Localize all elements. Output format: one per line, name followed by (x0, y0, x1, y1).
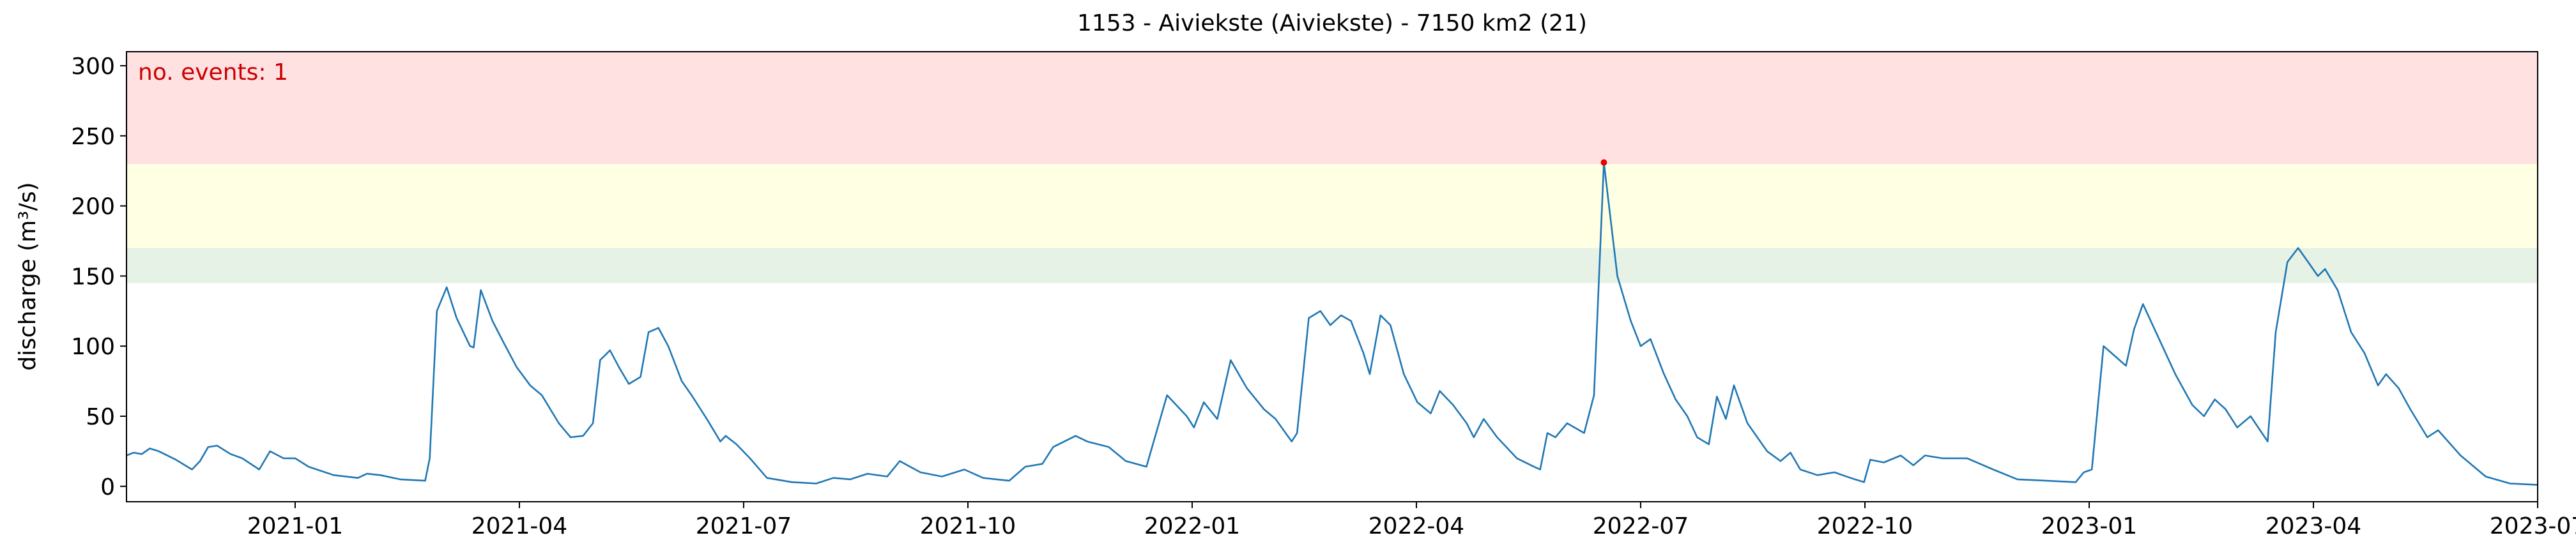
y-tick-label: 50 (86, 404, 115, 430)
chart-title: 1153 - Aiviekste (Aiviekste) - 7150 km2 … (1077, 10, 1587, 36)
event-count: no. events: 1 (138, 59, 288, 86)
x-tick-label: 2022-04 (1368, 513, 1464, 539)
x-tick-label: 2023-01 (2041, 513, 2137, 539)
event-marker (1600, 159, 1607, 166)
threshold-band (126, 52, 2538, 164)
y-tick-label: 150 (71, 264, 115, 290)
x-tick-label: 2021-04 (471, 513, 567, 539)
x-tick-label: 2022-01 (1144, 513, 1240, 539)
threshold-band (126, 163, 2538, 248)
x-tick-label: 2022-07 (1593, 513, 1689, 539)
y-axis-label: discharge (m³/s) (15, 182, 41, 370)
x-tick-label: 2021-10 (920, 513, 1016, 539)
x-tick-label: 2023-04 (2266, 513, 2361, 539)
x-tick-label: 2023-07 (2490, 513, 2576, 539)
y-tick-label: 0 (100, 474, 115, 500)
y-tick-label: 250 (71, 124, 115, 150)
y-tick-label: 100 (71, 334, 115, 360)
x-tick-label: 2021-07 (696, 513, 792, 539)
threshold-band (126, 248, 2538, 283)
x-tick-label: 2022-10 (1817, 513, 1913, 539)
y-tick-label: 200 (71, 194, 115, 220)
y-tick-label: 300 (71, 54, 115, 80)
discharge-line (126, 162, 2538, 486)
plot-frame (126, 51, 2538, 502)
x-tick-label: 2021-01 (247, 513, 343, 539)
